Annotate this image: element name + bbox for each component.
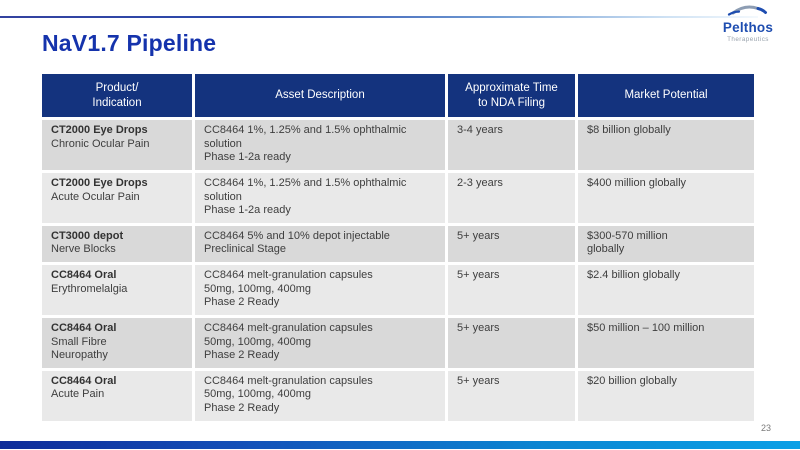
product-name: CT3000 depot [51,229,124,242]
description-line: 50mg, 100mg, 400mg [204,335,312,348]
market-line: $20 billion globally [587,374,677,387]
description-line: Phase 1-2a ready [204,204,291,217]
column-header-line: Approximate Time [465,81,558,94]
product-cell: CC8464 Oral Small Fibre Neuropathy [42,317,192,368]
market-cell: $8 billion globally [578,120,754,170]
product-cell: CT2000 Eye Drops Chronic Ocular Pain [42,120,192,170]
column-header-line: Product/ [95,81,139,94]
product-cell: CC8464 Oral Erythromelalgia [42,265,192,315]
table-row: CT3000 depot Nerve Blocks CC8464 5% and 10… [42,225,754,262]
table-row: CT2000 Eye Drops Acute Ocular Pain CC8464 … [42,172,754,223]
description-cell: CC8464 5% and 10% depot injectable Precli… [195,225,445,262]
time-cell: 3-4 years [448,120,575,170]
column-header-market-potential: Market Potential [578,74,754,117]
market-line: $8 billion globally [587,124,671,136]
market-line: $50 million – 100 million [587,321,705,334]
description-line: CC8464 1%, 1.25% and 1.5% ophthalmic [204,124,407,136]
logo-subtitle: Therapeutics [727,35,769,43]
time-cell: 5+ years [448,370,575,421]
product-name: CC8464 Oral [51,321,117,334]
description-line: Phase 2 Ready [204,296,280,309]
time-cell: 5+ years [448,317,575,368]
product-cell: CC8464 Oral Acute Pain [42,370,192,421]
time-cell: 5+ years [448,225,575,262]
column-header-line: Market Potential [624,89,708,102]
description-line: solution [204,137,242,150]
description-line: 50mg, 100mg, 400mg [204,282,312,295]
table-row: CC8464 Oral Acute Pain CC8464 melt-granula… [42,370,754,421]
market-cell: $300-570 million globally [578,225,754,262]
table-row: CC8464 Oral Small Fibre Neuropathy CC8464 m… [42,317,754,368]
product-name: CT2000 Eye Drops [51,176,148,189]
description-line: Preclinical Stage [204,243,286,256]
product-name: CT2000 Eye Drops [51,124,148,136]
product-cell: CT3000 depot Nerve Blocks [42,225,192,262]
market-line: $300-570 million [587,229,668,242]
pipeline-table: Product/Indication Asset Description Appro… [39,71,757,424]
pelthos-logo: Pelthos Therapeutics [711,3,785,43]
description-line: Phase 2 Ready [204,349,280,362]
time-cell: 2-3 years [448,172,575,223]
market-line: $2.4 billion globally [587,269,680,281]
column-header-line: Indication [92,96,142,109]
indication-line: Acute Ocular Pain [51,190,140,203]
description-line: CC8464 melt-granulation capsules [204,374,373,387]
page-number: 23 [760,423,771,433]
table-row: CT2000 Eye Drops Chronic Ocular Pain CC846… [42,120,754,170]
time-cell: 5+ years [448,265,575,315]
column-header-line: to NDA Filing [477,96,546,109]
market-line: $400 million globally [587,176,687,189]
market-line: globally [587,243,625,256]
indication-line: Small Fibre [51,335,107,348]
description-cell: CC8464 1%, 1.25% and 1.5% ophthalmic solu… [195,172,445,223]
indication-line: Erythromelalgia [51,282,128,295]
description-cell: CC8464 1%, 1.25% and 1.5% ophthalmic solu… [195,120,445,170]
bottom-accent-bar [0,441,800,449]
column-header-asset-description: Asset Description [195,74,445,117]
description-line: CC8464 melt-granulation capsules [204,321,373,334]
indication-line: Acute Pain [51,388,105,401]
description-line: CC8464 1%, 1.25% and 1.5% ophthalmic [204,176,407,189]
table-row: CC8464 Oral Erythromelalgia CC8464 melt-gr… [42,265,754,315]
logo-swoosh-icon [727,3,769,20]
column-header-line: Asset Description [275,89,365,102]
market-cell: $400 million globally [578,172,754,223]
description-line: CC8464 5% and 10% depot injectable [204,229,390,242]
slide-title: NaV1.7 Pipeline [42,30,217,56]
description-cell: CC8464 melt-granulation capsules 50mg, 10… [195,317,445,368]
indication-line: Neuropathy [51,349,108,362]
market-cell: $20 billion globally [578,370,754,421]
description-cell: CC8464 melt-granulation capsules 50mg, 10… [195,370,445,421]
market-cell: $2.4 billion globally [578,265,754,315]
product-cell: CT2000 Eye Drops Acute Ocular Pain [42,172,192,223]
market-cell: $50 million – 100 million [578,317,754,368]
description-cell: CC8464 melt-granulation capsules 50mg, 10… [195,265,445,315]
top-accent-line [0,16,758,18]
description-line: CC8464 melt-granulation capsules [204,269,373,281]
description-line: Phase 1-2a ready [204,151,291,164]
description-line: solution [204,190,242,203]
product-name: CC8464 Oral [51,374,117,387]
indication-line: Chronic Ocular Pain [51,137,150,150]
description-line: 50mg, 100mg, 400mg [204,388,312,401]
indication-line: Nerve Blocks [51,243,116,256]
product-name: CC8464 Oral [51,269,117,281]
column-header-product-indication: Product/Indication [42,74,192,117]
description-line: Phase 2 Ready [204,402,280,414]
logo-name: Pelthos [722,20,774,35]
column-header-time-to-nda: Approximate Time to NDA Filing [448,74,575,117]
